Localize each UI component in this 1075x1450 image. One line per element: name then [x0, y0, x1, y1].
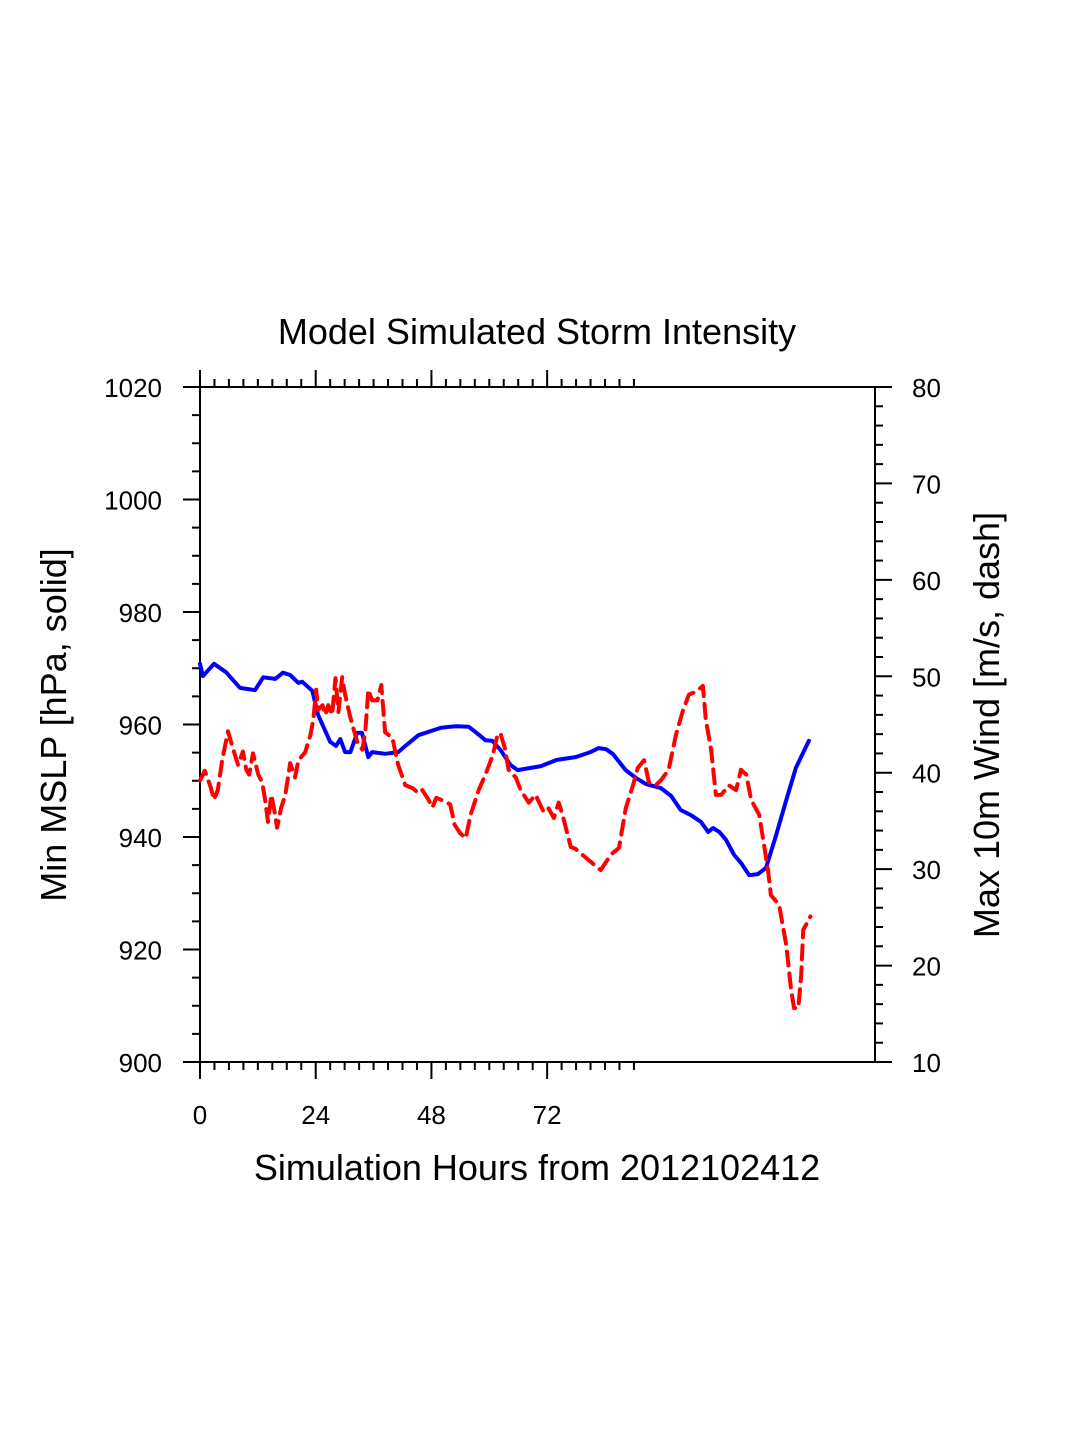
y-right-tick-label: 40 [912, 759, 941, 789]
y-right-tick-label: 20 [912, 952, 941, 982]
y-left-tick-label: 920 [119, 936, 162, 966]
y-right-tick-label: 10 [912, 1048, 941, 1078]
y-right-tick-label: 30 [912, 855, 941, 885]
y-left-tick-label: 1000 [104, 486, 162, 516]
x-tick-label: 0 [193, 1100, 207, 1130]
wind-series-line [198, 675, 813, 1010]
y-left-tick-label: 980 [119, 598, 162, 628]
mslp-series-line [198, 661, 811, 878]
x-tick-label: 24 [301, 1100, 330, 1130]
y-axis-left: 900 920 940 960 980 1000 1020 [104, 373, 200, 1078]
plot-border [199, 386, 876, 1063]
y-left-tick-label: 1020 [104, 373, 162, 403]
y-right-tick-label: 60 [912, 566, 941, 596]
y-axis-left-label: Min MSLP [hPa, solid] [33, 548, 74, 902]
x-axis: 0 24 48 72 [193, 370, 635, 1130]
x-tick-label: 48 [417, 1100, 446, 1130]
y-right-tick-label: 50 [912, 662, 941, 692]
y-axis-right-label: Max 10m Wind [m/s, dash] [966, 512, 1007, 938]
y-right-tick-label: 70 [912, 469, 941, 499]
y-axis-right: 10 20 30 40 50 60 70 80 [875, 373, 941, 1078]
y-left-tick-label: 940 [119, 823, 162, 853]
x-axis-label: Simulation Hours from 2012102412 [254, 1147, 820, 1188]
chart-title: Model Simulated Storm Intensity [278, 311, 796, 352]
plot-frame [199, 386, 876, 1063]
y-left-tick-label: 960 [119, 711, 162, 741]
x-tick-label: 72 [533, 1100, 562, 1130]
y-left-tick-label: 900 [119, 1048, 162, 1078]
series-layer [198, 661, 813, 1010]
y-right-tick-label: 80 [912, 373, 941, 403]
